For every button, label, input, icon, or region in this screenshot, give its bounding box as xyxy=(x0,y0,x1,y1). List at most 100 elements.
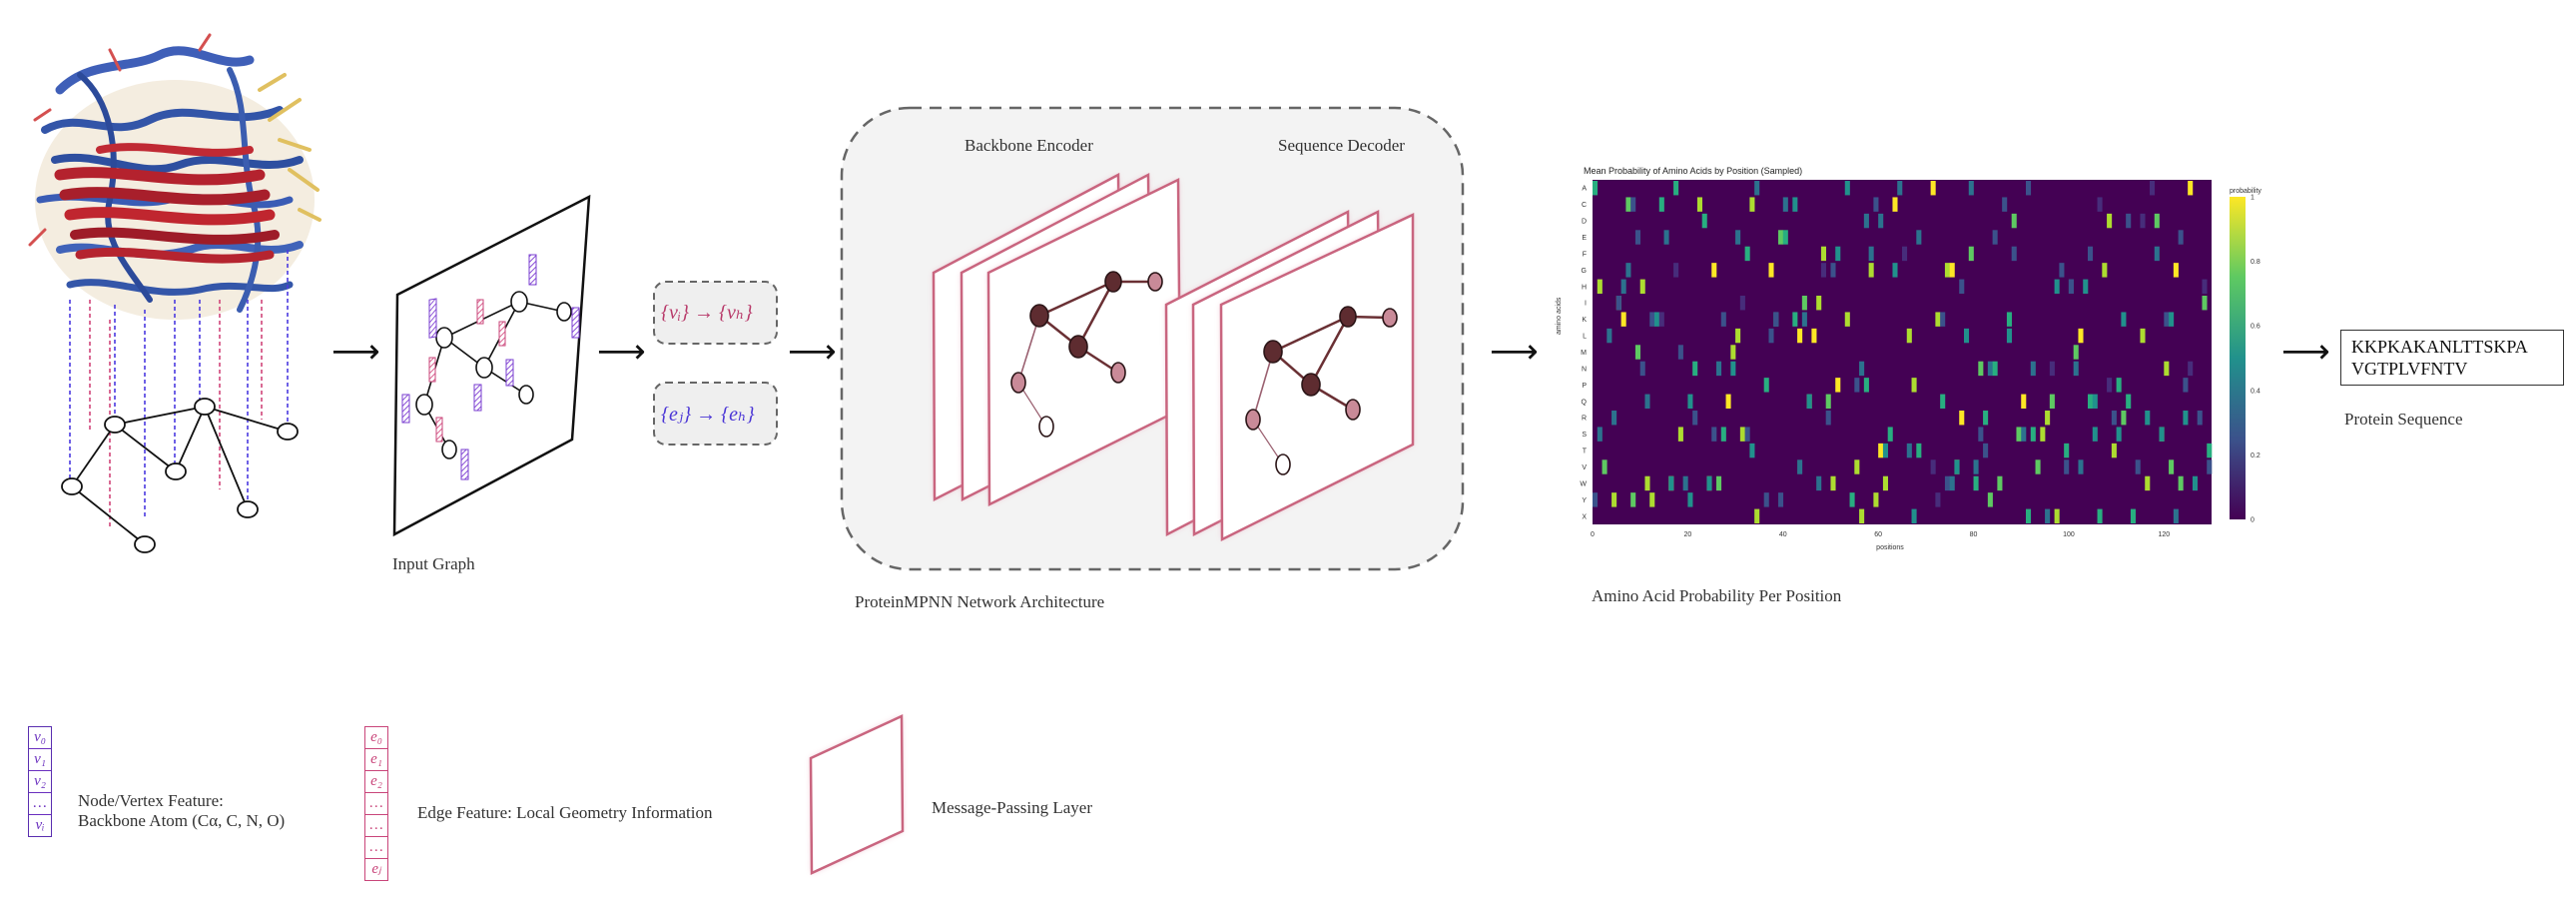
heatmap-cell xyxy=(1940,394,1946,409)
heatmap-cell xyxy=(1668,475,1674,491)
heatmap-cell xyxy=(1630,197,1636,212)
heatmap-x-ticks: 0 20 40 60 80 100 120 xyxy=(1591,531,2170,538)
heatmap-cell xyxy=(1654,312,1660,327)
edge-feature-label: Edge Feature: Local Geometry Information xyxy=(417,803,713,822)
protein-graph xyxy=(61,398,299,553)
encoder-layers xyxy=(932,172,1182,507)
message-passing-label: Message-Passing Layer xyxy=(932,798,1092,817)
colorbar-tick-label: 0.6 xyxy=(2251,324,2260,331)
heatmap-cell xyxy=(1754,508,1760,523)
heatmap-cell xyxy=(2135,459,2141,474)
heatmap-cell xyxy=(1916,443,1922,458)
heatmap-cell xyxy=(1716,361,1722,377)
x-axis-label: positions xyxy=(1876,544,1904,551)
heatmap-cell xyxy=(1830,475,1836,491)
heatmap-cell xyxy=(1906,328,1912,344)
heatmap-cell xyxy=(2126,213,2132,229)
heatmap-cell xyxy=(1878,443,1884,458)
heatmap-cell xyxy=(1730,345,1736,360)
heatmap-cell xyxy=(1782,197,1788,212)
heatmap-cell xyxy=(2064,459,2070,474)
heatmap-cell xyxy=(2073,361,2079,377)
heatmap-cell xyxy=(1882,475,1888,491)
heatmap-cell xyxy=(1911,378,1917,393)
heatmap-cell xyxy=(2049,361,2055,377)
chart-title: Mean Probability of Amino Acids by Posit… xyxy=(1584,166,1802,176)
heatmap-cell xyxy=(2097,508,2103,523)
heatmap-cell xyxy=(1763,492,1769,507)
heatmap-cell xyxy=(1954,459,1960,474)
legend-cell: v₁ xyxy=(29,748,51,770)
protein-sequence-box: KKPKAKANLTTSKPA VGTPLVFNTV xyxy=(2340,330,2564,386)
heatmap-cell xyxy=(2150,181,2156,196)
heatmap-cell xyxy=(1820,246,1826,262)
heatmap-cell xyxy=(1935,492,1941,507)
heatmap-y-ticks: A C D E F G H I K L M N P Q R S T V W Y X xyxy=(1580,186,1587,521)
heatmap-cell xyxy=(1768,263,1774,278)
heatmap-cell xyxy=(1677,345,1683,360)
heatmap-cell xyxy=(2021,394,2027,409)
heatmap-cell xyxy=(1878,213,1884,229)
heatmap-cell xyxy=(1630,492,1636,507)
heatmap-cell xyxy=(1835,378,1841,393)
protein-structure-image xyxy=(28,33,322,320)
x-tick-label: 20 xyxy=(1683,531,1691,538)
arrow-icon: ⟶ xyxy=(331,332,380,372)
heatmap-cell xyxy=(1844,312,1850,327)
heatmap-cell xyxy=(1811,328,1817,344)
heatmap-cell xyxy=(2121,312,2127,327)
y-tick-label: H xyxy=(1582,284,1587,291)
heatmap-cell xyxy=(2102,263,2108,278)
heatmap-cell xyxy=(1687,394,1693,409)
x-tick-label: 120 xyxy=(2158,531,2170,538)
heatmap-cell xyxy=(1744,427,1750,442)
y-tick-label: C xyxy=(1582,202,1587,209)
heatmap-cell xyxy=(2026,181,2032,196)
colorbar-tick-label: 0.4 xyxy=(2251,388,2260,395)
heatmap-cell xyxy=(2111,443,2117,458)
legend-cell: v₀ xyxy=(34,729,46,745)
heatmap-cells xyxy=(1593,181,2213,523)
heatmap-cell xyxy=(2164,312,2170,327)
arrow-icon: ⟶ xyxy=(2281,332,2330,372)
heatmap-cell xyxy=(1607,328,1612,344)
heatmap-cell xyxy=(2002,197,2008,212)
x-tick-label: 100 xyxy=(2063,531,2075,538)
heatmap-cell xyxy=(1978,361,1984,377)
heatmap-cell xyxy=(2173,508,2179,523)
heatmap-cell xyxy=(2016,427,2022,442)
heatmap-cell xyxy=(2078,459,2084,474)
heatmap-cell xyxy=(1749,197,1755,212)
heatmap-cell xyxy=(1911,508,1917,523)
heatmap-cell xyxy=(2078,328,2084,344)
colorbar-tick-label: 0.2 xyxy=(2251,453,2260,459)
heatmap-cell xyxy=(1820,263,1826,278)
heatmap-cell xyxy=(1782,230,1788,245)
x-tick-label: 0 xyxy=(1591,531,1595,538)
heatmap-cell xyxy=(1730,361,1736,377)
heatmap-cell xyxy=(1797,328,1803,344)
edge-embedding-box xyxy=(653,382,778,446)
arrow-icon: ⟶ xyxy=(1490,332,1539,372)
heatmap-cell xyxy=(1892,197,1898,212)
heatmap-cell xyxy=(1978,427,1984,442)
heatmap-cell xyxy=(1973,459,1979,474)
sequence-decoder-label: Sequence Decoder xyxy=(1278,136,1405,155)
heatmap-cell xyxy=(1801,312,1807,327)
heatmap-cell xyxy=(2045,411,2051,426)
heatmap-cell xyxy=(2145,411,2151,426)
heatmap-cell xyxy=(1768,328,1774,344)
colorbar-ticks: 0 0.2 0.4 0.6 0.8 1 xyxy=(2251,195,2260,524)
heatmap-cell xyxy=(1992,230,1998,245)
heatmap-cell xyxy=(2054,508,2060,523)
heatmap-cell xyxy=(1825,394,1831,409)
heatmap-cell xyxy=(1593,492,1599,507)
y-tick-label: I xyxy=(1585,301,1587,308)
heatmap-cell xyxy=(2140,328,2146,344)
heatmap-cell xyxy=(1620,312,1626,327)
legend-cell: … xyxy=(29,792,51,814)
y-tick-label: T xyxy=(1583,449,1588,455)
heatmap-cell xyxy=(2154,213,2160,229)
heatmap-cell xyxy=(2011,246,2017,262)
heatmap-cell xyxy=(1625,197,1631,212)
